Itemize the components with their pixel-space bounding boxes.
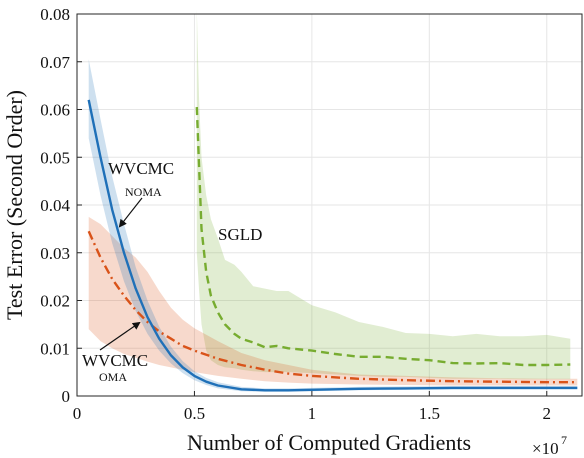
y-axis-label: Test Error (Second Order) (2, 90, 27, 320)
x-tick-label: 2 (543, 404, 552, 423)
annotation-sgld: SGLD (218, 225, 262, 244)
y-tick-label: 0.02 (40, 292, 70, 311)
y-tick-label: 0.03 (40, 244, 70, 263)
y-tick-label: 0.04 (40, 196, 70, 215)
x-multiplier-exponent: 7 (561, 433, 567, 447)
annotation-noma: WVCMC (108, 159, 174, 178)
x-tick-label: 0.5 (184, 404, 205, 423)
annotation-noma-sub: NOMA (125, 185, 162, 199)
x-tick-label: 0 (73, 404, 82, 423)
x-multiplier: ×10 (532, 439, 559, 458)
y-tick-label: 0 (62, 387, 71, 406)
x-axis-label: Number of Computed Gradients (187, 430, 471, 455)
annotation-oma: WVCMC (82, 351, 148, 370)
y-tick-label: 0.08 (40, 5, 70, 24)
y-tick-label: 0.01 (40, 339, 70, 358)
annotation-oma-sub: OMA (99, 370, 127, 384)
y-tick-label: 0.06 (40, 101, 70, 120)
x-tick-label: 1.5 (419, 404, 440, 423)
y-tick-label: 0.07 (40, 53, 70, 72)
y-tick-label: 0.05 (40, 148, 70, 167)
x-tick-label: 1 (308, 404, 317, 423)
